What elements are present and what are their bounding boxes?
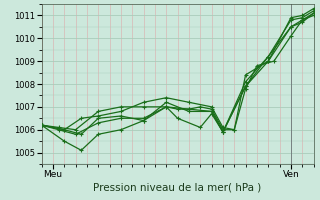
X-axis label: Pression niveau de la mer( hPa ): Pression niveau de la mer( hPa ) xyxy=(93,182,262,192)
